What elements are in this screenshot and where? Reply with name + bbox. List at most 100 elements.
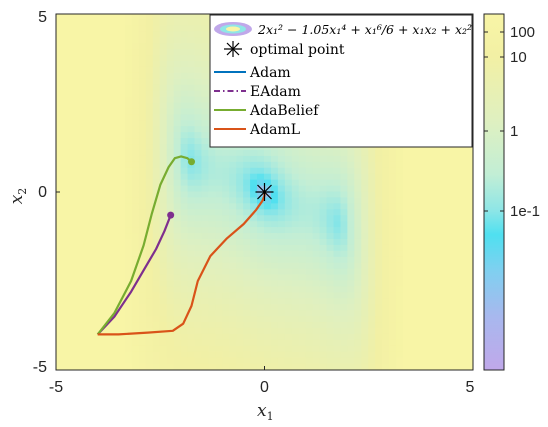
contour-cell [333, 345, 342, 353]
contour-cell [437, 345, 446, 353]
contour-cell [257, 227, 265, 235]
contour-cell [444, 149, 453, 157]
contour-cell [257, 351, 265, 359]
contour-cell [437, 233, 446, 240]
contour-cell [69, 233, 78, 240]
contour-cell [166, 286, 175, 294]
contour-cell [104, 49, 113, 57]
contour-cell [319, 333, 328, 341]
contour-cell [368, 280, 377, 288]
contour-cell [312, 310, 321, 318]
contour-cell [243, 316, 252, 324]
contour-cell [430, 357, 439, 365]
contour-cell [291, 185, 300, 193]
contour-cell [187, 351, 196, 359]
contour-cell [104, 138, 113, 146]
contour-cell [451, 345, 460, 353]
contour-cell [83, 280, 92, 288]
contour-cell [56, 215, 64, 223]
contour-cell [305, 316, 314, 324]
contour-cell [236, 209, 245, 217]
contour-cell [180, 43, 189, 51]
contour-cell [111, 191, 120, 199]
contour-cell [215, 322, 224, 329]
contour-cell [319, 233, 328, 240]
contour-cell [90, 280, 99, 288]
contour-cell [326, 227, 335, 235]
contour-cell [76, 363, 85, 370]
contour-cell [83, 37, 92, 45]
contour-cell [215, 155, 224, 163]
contour-cell [62, 238, 71, 246]
contour-cell [361, 316, 370, 324]
contour-cell [375, 286, 384, 294]
contour-cell [465, 155, 473, 163]
contour-cell [69, 357, 78, 365]
contour-cell [215, 292, 224, 300]
contour-cell [187, 316, 196, 324]
contour-cell [194, 60, 203, 68]
contour-cell [319, 256, 328, 264]
contour-cell [236, 179, 245, 187]
contour-cell [125, 179, 133, 187]
contour-cell [166, 333, 175, 341]
contour-cell [423, 191, 432, 199]
contour-cell [423, 298, 432, 306]
contour-cell [97, 351, 106, 359]
contour-cell [194, 316, 203, 324]
contour-cell [451, 339, 460, 347]
contour-cell [76, 108, 85, 116]
contour-cell [208, 333, 217, 341]
contour-cell [375, 256, 384, 264]
contour-cell [145, 25, 154, 33]
contour-cell [354, 262, 363, 270]
contour-cell [257, 167, 265, 175]
contour-cell [62, 25, 71, 33]
contour-cell [319, 316, 328, 324]
contour-cell [56, 238, 64, 246]
contour-cell [382, 322, 391, 329]
contour-cell [187, 96, 196, 104]
contour-cell [326, 339, 335, 347]
contour-cell [396, 221, 404, 229]
contour-cell [208, 191, 217, 199]
contour-cell [270, 203, 279, 211]
contour-cell [131, 66, 140, 74]
contour-cell [97, 78, 106, 86]
contour-cell [104, 280, 113, 288]
contour-cell [138, 14, 147, 21]
contour-cell [76, 132, 85, 140]
contour-cell [90, 322, 99, 329]
contour-cell [69, 310, 78, 318]
contour-cell [173, 60, 182, 68]
contour-cell [451, 316, 460, 324]
contour-cell [409, 209, 418, 217]
contour-cell [125, 84, 133, 92]
contour-cell [215, 161, 224, 169]
contour-cell [222, 292, 231, 300]
contour-cell [347, 316, 356, 324]
contour-cell [97, 256, 106, 264]
contour-cell [236, 215, 245, 223]
contour-cell [277, 197, 286, 205]
contour-cell [396, 173, 404, 181]
contour-cell [152, 286, 161, 294]
contour-cell [62, 108, 71, 116]
contour-cell [166, 256, 175, 264]
contour-cell [243, 209, 252, 217]
contour-cell [56, 351, 64, 359]
contour-cell [166, 138, 175, 146]
contour-cell [423, 256, 432, 264]
contour-cell [382, 280, 391, 288]
contour-cell [194, 262, 203, 270]
contour-cell [208, 322, 217, 329]
contour-cell [76, 357, 85, 365]
contour-cell [104, 238, 113, 246]
contour-cell [347, 280, 356, 288]
contour-cell [69, 120, 78, 128]
contour-cell [430, 155, 439, 163]
contour-cell [97, 167, 106, 175]
contour-cell [284, 322, 293, 329]
contour-cell [69, 138, 78, 146]
endpoint-eadam [167, 211, 175, 219]
